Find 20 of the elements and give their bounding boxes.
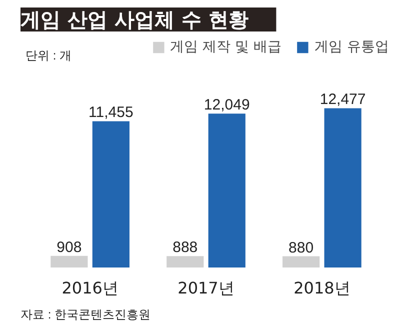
bar (50, 256, 88, 268)
data-label: 880 (288, 239, 314, 256)
bar (282, 256, 320, 268)
x-tick-label: 2018년 (294, 278, 350, 298)
text: 자료 : 한국콘텐츠진흥원 (20, 308, 151, 322)
data-label: 11,455 (88, 104, 134, 122)
chart-title: 게임 산업 사업체 수 현황 (20, 8, 248, 32)
x-tick-label: 2016년 (62, 278, 118, 298)
bar (92, 121, 130, 268)
legend-label: 게임 제작 및 배급 (170, 38, 282, 56)
legend-label: 게임 유통업 (314, 38, 389, 56)
data-label: 888 (172, 239, 198, 256)
x-tick-label: 2017년 (178, 278, 234, 298)
bar (324, 108, 362, 268)
data-label: 12,477 (320, 91, 366, 108)
bar (166, 256, 204, 268)
data-label: 908 (56, 238, 82, 256)
text: 단위 : 개 (26, 48, 72, 62)
bar (208, 114, 246, 268)
data-label: 12,049 (204, 96, 250, 114)
